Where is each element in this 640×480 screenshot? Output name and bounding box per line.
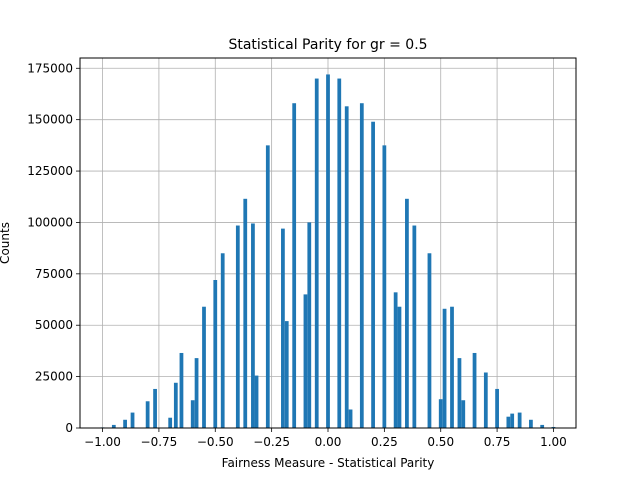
y-tick-label: 50000 <box>35 318 73 332</box>
histogram-bar <box>243 198 248 428</box>
histogram-bar <box>506 416 511 428</box>
histogram-bar <box>540 424 545 428</box>
histogram-bar <box>292 103 297 428</box>
x-tick-label: 0.00 <box>315 435 342 449</box>
histogram-bar <box>393 292 398 428</box>
histogram-bar <box>307 222 312 428</box>
histogram-bar <box>382 145 387 428</box>
x-tick-label: 0.75 <box>484 435 511 449</box>
y-axis-label: Counts <box>0 222 12 264</box>
x-tick-label: −0.50 <box>197 435 234 449</box>
histogram-bar <box>348 409 353 428</box>
y-axis: 0 25000 50000 75000 100000 125000 150000 175000 <box>27 61 80 435</box>
histogram-bar <box>337 78 342 429</box>
histogram-bar <box>220 253 225 428</box>
histogram-bar <box>461 400 466 428</box>
histogram-bar <box>130 412 135 428</box>
histogram-bar <box>190 400 195 428</box>
histogram-bar <box>427 253 432 428</box>
histogram-bar <box>371 121 375 428</box>
y-tick-label: 150000 <box>27 113 73 127</box>
histogram-bar <box>344 106 349 429</box>
histogram-bar <box>265 145 270 428</box>
histogram-bar <box>529 419 533 428</box>
histogram-bar <box>314 78 319 429</box>
histogram-bar <box>284 321 289 428</box>
y-tick-label: 100000 <box>27 215 73 229</box>
histogram-bar <box>405 198 409 428</box>
histogram-bar <box>303 294 308 428</box>
histogram-bar <box>254 375 259 428</box>
y-tick-label: 25000 <box>35 370 73 384</box>
y-tick-label: 75000 <box>35 267 73 281</box>
histogram-bar <box>251 223 255 428</box>
histogram-bar <box>442 308 447 428</box>
x-tick-label: 0.25 <box>371 435 398 449</box>
histogram-bar <box>111 424 116 428</box>
histogram-bar <box>179 352 184 428</box>
x-tick-label: −0.25 <box>253 435 290 449</box>
histogram-bar <box>173 382 178 428</box>
histogram-bar <box>153 388 157 428</box>
histogram-bar <box>412 225 417 428</box>
histogram-bar <box>457 358 462 428</box>
histogram-bar <box>145 401 150 428</box>
histogram-bar <box>168 417 173 428</box>
histogram-bar <box>397 306 402 428</box>
histogram-bar <box>472 352 477 428</box>
x-tick-label: −0.75 <box>141 435 178 449</box>
y-tick-label: 0 <box>65 421 73 435</box>
histogram-bar <box>483 372 488 428</box>
x-tick-label: 0.50 <box>427 435 454 449</box>
x-axis: −1.00 −0.75 −0.50 −0.25 0.00 0.25 0.50 0.75 1.00 <box>84 428 567 449</box>
histogram-bar <box>438 399 443 428</box>
histogram-bar <box>123 419 127 428</box>
y-tick-label: 125000 <box>27 164 73 178</box>
chart-title: Statistical Parity for gr = 0.5 <box>228 37 427 53</box>
histogram-bar <box>202 306 206 428</box>
bars <box>100 74 556 429</box>
histogram-bar <box>517 412 522 428</box>
x-tick-label: −1.00 <box>84 435 121 449</box>
y-tick-label: 175000 <box>27 61 73 75</box>
histogram-bar <box>450 306 454 428</box>
x-tick-label: 1.00 <box>540 435 567 449</box>
histogram-bar <box>235 225 240 428</box>
x-axis-label: Fairness Measure - Statistical Parity <box>222 456 435 470</box>
histogram-bar <box>495 388 499 428</box>
histogram-bar <box>551 426 556 428</box>
histogram-bar <box>510 413 515 428</box>
histogram-bar <box>194 358 199 428</box>
histogram-bar <box>359 103 364 428</box>
histogram-bar <box>281 228 285 428</box>
histogram-bar <box>326 74 330 428</box>
histogram-bar <box>213 280 218 428</box>
